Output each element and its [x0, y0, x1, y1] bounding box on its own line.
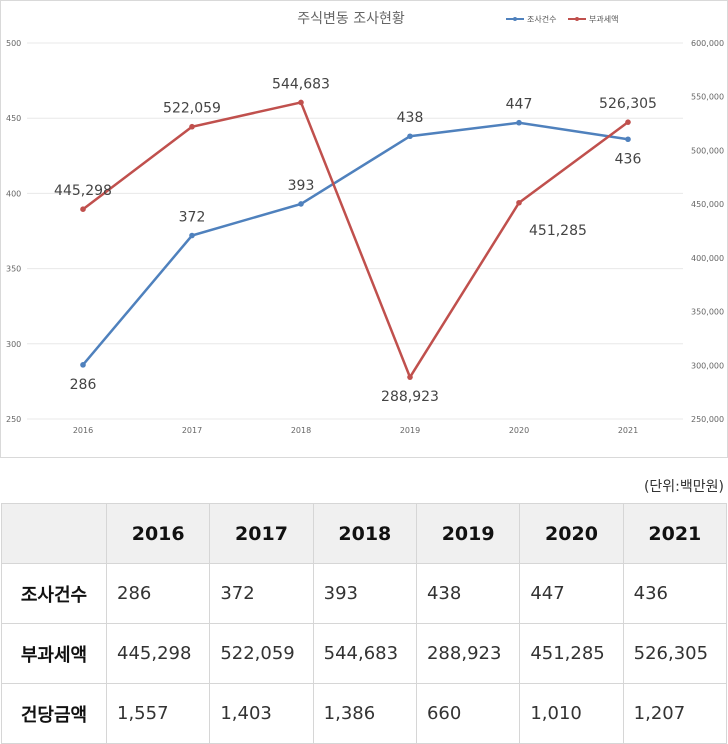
data-label: 393	[288, 178, 315, 194]
table-cell: 1,557	[105, 683, 211, 744]
y-right-tick-label: 450,000	[691, 200, 724, 209]
data-label: 526,305	[599, 96, 657, 112]
table-cell: 1,010	[519, 683, 624, 744]
legend-marker	[513, 17, 517, 21]
data-label: 436	[615, 151, 642, 167]
data-label: 522,059	[163, 101, 221, 117]
column-header	[1, 503, 107, 564]
x-tick-label: 2016	[73, 426, 93, 435]
table-cell: 393	[312, 563, 417, 624]
data-point	[516, 119, 522, 126]
y-left-tick-label: 350	[6, 265, 21, 274]
x-tick-label: 2019	[400, 426, 420, 435]
table-cell: 288,923	[415, 623, 521, 684]
data-label: 372	[179, 210, 206, 226]
data-point	[189, 123, 195, 130]
data-point	[407, 133, 413, 140]
table-cell: 1,386	[312, 683, 417, 744]
y-left-tick-label: 300	[6, 340, 21, 349]
y-right-tick-label: 600,000	[691, 39, 724, 48]
chart-title: 주식변동 조사현황	[297, 11, 405, 27]
data-point	[625, 119, 631, 125]
table-cell: 286	[105, 563, 211, 624]
column-header: 2021	[622, 503, 728, 564]
x-tick-label: 2017	[182, 426, 202, 435]
data-point	[516, 199, 522, 206]
table-header-row: 2016 2017 2018 2019 2020 2021	[1, 503, 728, 564]
y-left-tick-label: 500	[6, 39, 21, 48]
table-cell: 526,305	[622, 623, 728, 684]
data-label: 544,683	[272, 76, 330, 92]
data-point	[189, 232, 195, 239]
y-right-tick-label: 500,000	[691, 146, 724, 155]
table-cell: 544,683	[312, 623, 417, 684]
column-header: 2016	[105, 503, 211, 564]
x-tick-label: 2021	[618, 426, 638, 435]
row-header: 조사건수	[1, 563, 107, 624]
series-line-조사건수	[82, 121, 629, 366]
data-point	[80, 206, 86, 212]
table-row: 건당금액 1,557 1,403 1,386 660 1,010 1,207	[1, 683, 728, 744]
legend-marker	[575, 17, 579, 21]
table-cell: 660	[415, 683, 521, 744]
y-right-tick-label: 350,000	[691, 308, 724, 317]
series-line-부과세액	[82, 100, 629, 380]
y-right-tick-label: 400,000	[691, 254, 724, 263]
table-cell: 372	[209, 563, 314, 624]
y-right-tick-label: 300,000	[691, 361, 724, 370]
x-tick-label: 2018	[291, 426, 311, 435]
table-cell: 436	[622, 563, 728, 624]
data-point	[625, 136, 631, 143]
column-header: 2017	[209, 503, 314, 564]
table-row: 조사건수 286 372 393 438 447 436	[1, 563, 728, 624]
column-header: 2018	[312, 503, 417, 564]
data-point	[298, 201, 304, 207]
data-label: 438	[397, 110, 424, 126]
data-label: 445,298	[54, 183, 112, 199]
data-label: 451,285	[529, 223, 587, 239]
legend-label: 부과세액	[589, 14, 618, 24]
legend-label: 조사건수	[527, 14, 556, 24]
unit-note: (단위:백만원)	[643, 479, 724, 495]
table-cell: 438	[415, 563, 521, 624]
table-cell: 451,285	[519, 623, 624, 684]
table-cell: 445,298	[105, 623, 211, 684]
table-cell: 447	[519, 563, 624, 624]
column-header: 2019	[415, 503, 521, 564]
y-right-tick-label: 250,000	[691, 415, 724, 424]
row-header: 부과세액	[1, 623, 107, 684]
data-table: 2016 2017 2018 2019 2020 2021 조사건수 286 372 393 43…	[1, 503, 728, 744]
y-left-tick-label: 450	[6, 114, 21, 123]
x-tick-label: 2020	[509, 426, 529, 435]
y-left-tick-label: 400	[6, 189, 21, 198]
data-point	[298, 99, 304, 106]
table-cell: 1,207	[622, 683, 728, 744]
data-point	[80, 362, 86, 368]
y-left-tick-label: 250	[6, 415, 21, 424]
table-cell: 522,059	[209, 623, 314, 684]
row-header: 건당금액	[1, 683, 107, 744]
data-label: 447	[506, 97, 533, 113]
y-right-tick-label: 550,000	[691, 93, 724, 102]
data-point	[407, 374, 413, 380]
table-row: 부과세액 445,298 522,059 544,683 288,923 451,285 5…	[1, 623, 728, 684]
data-label: 288,923	[381, 389, 439, 405]
line-chart: 250 300 350 400 450 500 250,000 300,000 350,000 4…	[0, 0, 728, 458]
data-label: 286	[70, 377, 97, 393]
column-header: 2020	[519, 503, 624, 564]
table-cell: 1,403	[209, 683, 314, 744]
